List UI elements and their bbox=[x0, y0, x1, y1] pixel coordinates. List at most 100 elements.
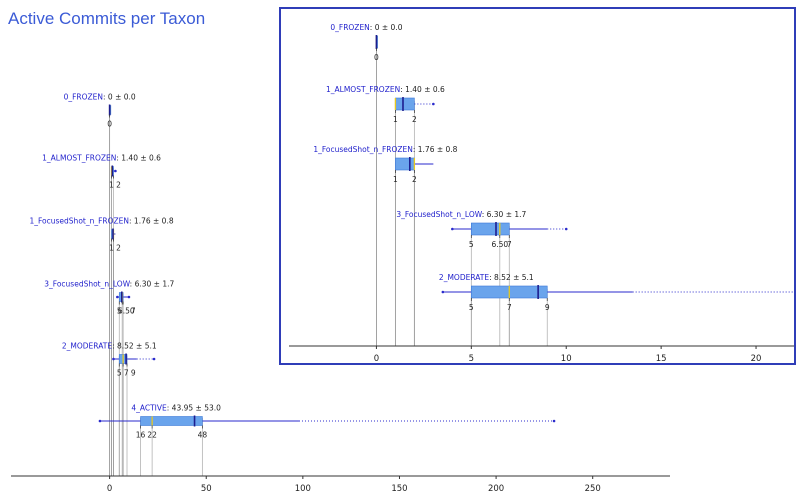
box-group: 1_ALMOST_FROZEN: 1.40 ± 0.6 1 2 bbox=[42, 154, 161, 190]
group-name: 1_ALMOST_FROZEN bbox=[326, 85, 400, 94]
box-group: 0_FROZEN: 0 ± 0.0 0 bbox=[64, 93, 136, 129]
outlier-point bbox=[552, 419, 556, 423]
group-label: 2_MODERATE: 8.52 ± 5.1 bbox=[439, 273, 534, 282]
box-group: 1_ALMOST_FROZEN: 1.40 ± 0.6 1 2 bbox=[326, 85, 445, 124]
x-tick-label: 150 bbox=[391, 484, 407, 494]
outlier-point bbox=[564, 227, 568, 231]
group-stats: : 1.76 ± 0.8 bbox=[413, 145, 458, 154]
group-stats: : 0 ± 0.0 bbox=[370, 23, 403, 32]
group-label: 1_FocusedShot_n_FROZEN: 1.76 ± 0.8 bbox=[29, 217, 173, 226]
quartile-label: 5 bbox=[469, 240, 474, 249]
x-tick-label: 5 bbox=[469, 354, 474, 363]
iqr-box bbox=[140, 416, 203, 426]
box-group: 2_MODERATE: 8.52 ± 5.1 5 7 9 bbox=[62, 342, 157, 378]
group-name: 0_FROZEN bbox=[330, 23, 369, 32]
group-name: 3_FocusedShot_n_LOW bbox=[396, 210, 482, 219]
whisker-end-point bbox=[451, 227, 454, 231]
quartile-label: 7 bbox=[131, 307, 136, 316]
group-label: 1_FocusedShot_n_FROZEN: 1.76 ± 0.8 bbox=[313, 145, 457, 154]
group-label: 2_MODERATE: 8.52 ± 5.1 bbox=[62, 342, 157, 351]
whisker-end-point bbox=[112, 357, 115, 361]
x-tick-label: 200 bbox=[488, 484, 504, 494]
group-label: 1_ALMOST_FROZEN: 1.40 ± 0.6 bbox=[42, 154, 161, 163]
whisker-end-point bbox=[116, 295, 119, 299]
inset-zoom-panel: 0 5 10 15 20 0_FROZEN: 0 ± 0.0 0 1_ALMOST_FROZE… bbox=[279, 7, 796, 365]
group-name: 2_MODERATE bbox=[62, 342, 112, 351]
group-label: 3_FocusedShot_n_LOW: 6.30 ± 1.7 bbox=[44, 280, 174, 289]
quartile-label: 9 bbox=[545, 303, 550, 312]
box-group: 1_FocusedShot_n_FROZEN: 1.76 ± 0.8 1 2 bbox=[29, 217, 173, 253]
x-tick-label: 50 bbox=[201, 484, 212, 494]
group-stats: : 6.30 ± 1.7 bbox=[482, 210, 527, 219]
box-group: 2_MODERATE: 8.52 ± 5.1 5 7 9 bbox=[439, 273, 794, 312]
x-tick-label: 10 bbox=[561, 354, 572, 363]
outlier-point bbox=[114, 169, 117, 173]
outlier-point bbox=[127, 295, 131, 299]
box-group: 1_FocusedShot_n_FROZEN: 1.76 ± 0.8 1 2 bbox=[313, 145, 457, 184]
quartile-label: 5 bbox=[117, 307, 122, 316]
iqr-box bbox=[395, 97, 415, 111]
guide-lines bbox=[109, 107, 203, 476]
quartile-label: 48 bbox=[198, 431, 208, 440]
x-tick-label: 250 bbox=[585, 484, 601, 494]
quartile-label: 6.50 bbox=[118, 307, 135, 316]
box-group: 3_FocusedShot_n_LOW: 6.30 ± 1.7 5 6.507 bbox=[396, 210, 568, 249]
x-tick-label: 0 bbox=[107, 484, 112, 494]
iqr-box bbox=[471, 222, 510, 236]
page-title: Active Commits per Taxon bbox=[8, 9, 206, 28]
group-label: 0_FROZEN: 0 ± 0.0 bbox=[64, 93, 136, 102]
quartile-label: 5 bbox=[117, 369, 122, 378]
group-name: 2_MODERATE bbox=[439, 273, 489, 282]
box-group: 4_ACTIVE: 43.95 ± 53.0 16 22 48 bbox=[98, 404, 556, 440]
group-name: 1_ALMOST_FROZEN bbox=[42, 154, 116, 163]
whisker-end-point bbox=[441, 290, 445, 294]
group-stats: : 43.95 ± 53.0 bbox=[167, 404, 221, 413]
group-label: 0_FROZEN: 0 ± 0.0 bbox=[330, 23, 402, 32]
group-stats: : 1.40 ± 0.6 bbox=[116, 154, 161, 163]
quartile-label: 0 bbox=[107, 120, 112, 129]
quartile-label: 7 bbox=[507, 240, 512, 249]
quartile-label: 2 bbox=[412, 115, 417, 124]
quartile-label: 1 bbox=[109, 244, 114, 253]
box-group: 0_FROZEN: 0 ± 0.0 0 bbox=[330, 23, 402, 62]
outlier-point bbox=[152, 357, 156, 361]
group-name: 4_ACTIVE bbox=[131, 404, 167, 413]
quartile-label: 6.50 bbox=[491, 240, 508, 249]
group-name: 0_FROZEN bbox=[64, 93, 103, 102]
quartile-label: 1 bbox=[393, 115, 398, 124]
iqr-box bbox=[395, 157, 415, 171]
quartile-label: 22 bbox=[147, 431, 157, 440]
quartile-label: 2 bbox=[116, 244, 121, 253]
quartile-label: 7 bbox=[124, 369, 129, 378]
quartile-label: 1 bbox=[393, 175, 398, 184]
group-stats: : 8.52 ± 5.1 bbox=[112, 342, 157, 351]
whisker-end-point bbox=[98, 419, 102, 423]
group-name: 1_FocusedShot_n_FROZEN bbox=[313, 145, 413, 154]
quartile-label: 0 bbox=[374, 53, 379, 62]
quartile-label: 1 bbox=[109, 181, 114, 190]
x-tick-label: 20 bbox=[751, 354, 762, 363]
group-stats: : 8.52 ± 5.1 bbox=[489, 273, 534, 282]
quartile-label: 2 bbox=[412, 175, 417, 184]
group-name: 1_FocusedShot_n_FROZEN bbox=[29, 217, 129, 226]
quartile-label: 9 bbox=[131, 369, 136, 378]
group-label: 3_FocusedShot_n_LOW: 6.30 ± 1.7 bbox=[396, 210, 526, 219]
group-stats: : 1.76 ± 0.8 bbox=[129, 217, 174, 226]
box-group: 3_FocusedShot_n_LOW: 6.30 ± 1.7 56.507 bbox=[44, 280, 174, 316]
outlier-point bbox=[432, 102, 435, 106]
quartile-label: 7 bbox=[507, 303, 512, 312]
group-stats: : 1.40 ± 0.6 bbox=[400, 85, 445, 94]
group-stats: : 0 ± 0.0 bbox=[103, 93, 136, 102]
x-tick-label: 15 bbox=[656, 354, 667, 363]
x-tick-label: 0 bbox=[374, 354, 379, 363]
quartile-label: 5 bbox=[469, 303, 474, 312]
inset-box-plot: 0 5 10 15 200_FROZEN: 0 ± 0.001_ALMOST_FROZE… bbox=[289, 23, 794, 363]
quartile-label: 2 bbox=[116, 181, 121, 190]
quartile-label: 16 bbox=[136, 431, 146, 440]
group-stats: : 6.30 ± 1.7 bbox=[130, 280, 175, 289]
group-label: 4_ACTIVE: 43.95 ± 53.0 bbox=[131, 404, 221, 413]
group-label: 1_ALMOST_FROZEN: 1.40 ± 0.6 bbox=[326, 85, 445, 94]
x-tick-label: 100 bbox=[295, 484, 311, 494]
group-name: 3_FocusedShot_n_LOW bbox=[44, 280, 130, 289]
